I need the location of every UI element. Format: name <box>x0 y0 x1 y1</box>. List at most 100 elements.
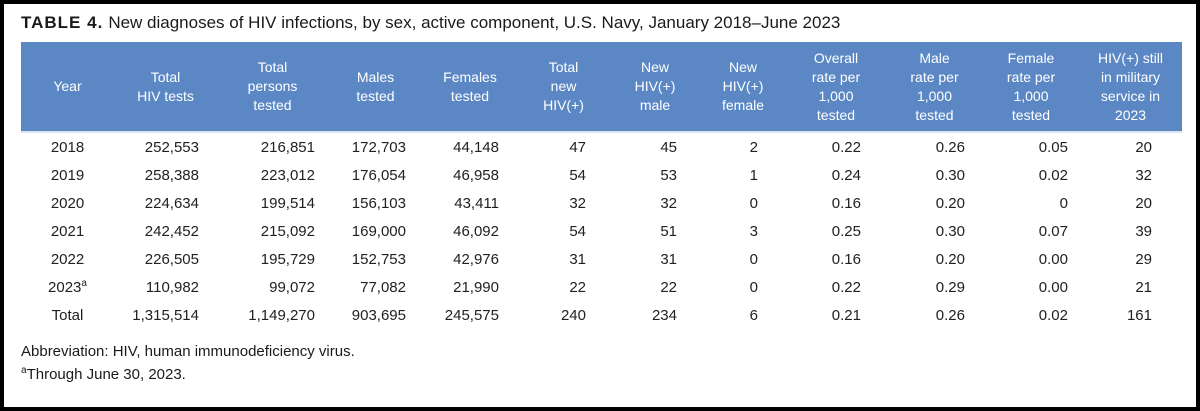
cell-new-hiv-male: 45 <box>660 138 677 156</box>
cell-females-tested: 245,575 <box>444 306 499 324</box>
cell-new-hiv-female: 2 <box>749 138 758 156</box>
cell-new-hiv-female: 0 <box>749 194 758 212</box>
cell-female-rate: 0.02 <box>1038 166 1068 184</box>
table-title-text: New diagnoses of HIV infections, by sex,… <box>108 13 841 32</box>
cell-still-in-service: 21 <box>1135 278 1152 296</box>
header-cell-new-hiv-male: New HIV(+) male <box>610 42 700 133</box>
cell-new-hiv-male: 51 <box>660 222 677 240</box>
cell-male-rate: 0.26 <box>935 306 965 324</box>
cell-female-rate: 0.02 <box>1038 306 1068 324</box>
header-row: Year Total HIV tests Total persons tested M… <box>21 42 1182 133</box>
cell-total-hiv-tests: 252,553 <box>144 138 199 156</box>
cell-overall-rate: 0.24 <box>831 166 861 184</box>
footnotes: Abbreviation: HIV, human immunodeficienc… <box>21 340 1196 386</box>
table-header: Year Total HIV tests Total persons tested M… <box>21 42 1182 133</box>
cell-males-tested: 77,082 <box>360 278 406 296</box>
header-cell-total-new-hiv: Total new HIV(+) <box>517 42 610 133</box>
cell-new-hiv-male: 31 <box>660 250 677 268</box>
cell-new-hiv-female: 0 <box>749 278 758 296</box>
cell-overall-rate: 0.21 <box>831 306 861 324</box>
cell-still-in-service: 20 <box>1135 194 1152 212</box>
table-body: 2018 252,553 216,851 172,703 44,148 47 45 2 0.22… <box>21 132 1182 329</box>
cell-new-hiv-male: 32 <box>660 194 677 212</box>
cell-new-hiv-female: 6 <box>749 306 758 324</box>
table-row-2020: 2020 224,634 199,514 156,103 43,411 32 32 0 0.16… <box>21 189 1182 217</box>
cell-year: Total <box>51 306 84 324</box>
footnote-through-date: aThrough June 30, 2023. <box>21 365 186 384</box>
table-row-2018: 2018 252,553 216,851 172,703 44,148 47 45 2 0.22… <box>21 132 1182 161</box>
cell-still-in-service: 161 <box>1126 306 1152 324</box>
table-row-2022: 2022 226,505 195,729 152,753 42,976 31 31 0 0.16… <box>21 245 1182 273</box>
year-footnote-marker: a <box>81 277 87 289</box>
cell-male-rate: 0.29 <box>935 278 965 296</box>
header-cell-total-hiv-tests: Total HIV tests <box>114 42 217 133</box>
header-cell-females-tested: Females tested <box>423 42 517 133</box>
cell-year: 2019 <box>50 166 85 184</box>
header-cell-male-rate: Male rate per 1,000 tested <box>886 42 983 133</box>
cell-new-hiv-male: 53 <box>660 166 677 184</box>
cell-total-hiv-tests: 258,388 <box>144 166 199 184</box>
cell-still-in-service: 20 <box>1135 138 1152 156</box>
data-table: Year Total HIV tests Total persons tested M… <box>21 42 1182 329</box>
cell-female-rate: 0.05 <box>1038 138 1068 156</box>
cell-total-new-hiv: 240 <box>560 306 586 324</box>
cell-new-hiv-female: 0 <box>749 250 758 268</box>
cell-total-persons-tested: 223,012 <box>260 166 315 184</box>
cell-overall-rate: 0.25 <box>831 222 861 240</box>
cell-still-in-service: 39 <box>1135 222 1152 240</box>
cell-total-persons-tested: 215,092 <box>260 222 315 240</box>
cell-year: 2022 <box>50 250 85 268</box>
cell-year: 2021 <box>50 222 85 240</box>
cell-still-in-service: 29 <box>1135 250 1152 268</box>
cell-males-tested: 176,054 <box>351 166 406 184</box>
header-cell-female-rate: Female rate per 1,000 tested <box>983 42 1079 133</box>
cell-total-new-hiv: 31 <box>569 250 586 268</box>
header-cell-year: Year <box>21 42 114 133</box>
table-row-2019: 2019 258,388 223,012 176,054 46,958 54 53 1 0.24… <box>21 161 1182 189</box>
header-cell-still-in-service: HIV(+) still in military service in 2023 <box>1079 42 1182 133</box>
cell-total-persons-tested: 99,072 <box>269 278 315 296</box>
cell-overall-rate: 0.22 <box>831 278 861 296</box>
cell-total-new-hiv: 22 <box>569 278 586 296</box>
cell-female-rate: 0.07 <box>1038 222 1068 240</box>
cell-new-hiv-female: 3 <box>749 222 758 240</box>
header-cell-males-tested: Males tested <box>328 42 423 133</box>
header-cell-new-hiv-female: New HIV(+) female <box>700 42 786 133</box>
cell-total-hiv-tests: 242,452 <box>144 222 199 240</box>
cell-year: 2020 <box>50 194 85 212</box>
cell-total-hiv-tests: 1,315,514 <box>132 306 199 324</box>
cell-year: 2023a <box>48 277 87 296</box>
cell-female-rate: 0.00 <box>1038 278 1068 296</box>
table-number-label: TABLE 4. <box>21 13 104 32</box>
cell-females-tested: 46,958 <box>453 166 499 184</box>
cell-females-tested: 46,092 <box>453 222 499 240</box>
cell-total-new-hiv: 54 <box>569 166 586 184</box>
cell-total-persons-tested: 199,514 <box>260 194 315 212</box>
cell-males-tested: 172,703 <box>351 138 406 156</box>
cell-still-in-service: 32 <box>1135 166 1152 184</box>
table-row-total: Total 1,315,514 1,149,270 903,695 245,575 240… <box>21 301 1182 329</box>
cell-total-hiv-tests: 110,982 <box>145 278 199 296</box>
cell-total-persons-tested: 216,851 <box>260 138 315 156</box>
cell-total-persons-tested: 1,149,270 <box>248 306 315 324</box>
cell-female-rate: 0.00 <box>1038 250 1068 268</box>
cell-new-hiv-female: 1 <box>749 166 758 184</box>
cell-female-rate: 0 <box>1059 194 1068 212</box>
cell-new-hiv-male: 22 <box>660 278 677 296</box>
header-cell-total-persons-tested: Total persons tested <box>217 42 328 133</box>
cell-male-rate: 0.30 <box>935 166 965 184</box>
cell-male-rate: 0.30 <box>935 222 965 240</box>
cell-overall-rate: 0.16 <box>831 194 861 212</box>
cell-females-tested: 43,411 <box>454 194 499 212</box>
cell-females-tested: 42,976 <box>453 250 499 268</box>
cell-total-new-hiv: 32 <box>569 194 586 212</box>
table-row-2023: 2023a 110,982 99,072 77,082 21,990 22 22 0 0.22 0… <box>21 273 1182 301</box>
cell-males-tested: 152,753 <box>351 250 406 268</box>
cell-total-new-hiv: 47 <box>569 138 586 156</box>
cell-new-hiv-male: 234 <box>651 306 677 324</box>
cell-male-rate: 0.26 <box>935 138 965 156</box>
cell-overall-rate: 0.22 <box>831 138 861 156</box>
cell-total-hiv-tests: 226,505 <box>144 250 199 268</box>
cell-females-tested: 21,990 <box>453 278 499 296</box>
